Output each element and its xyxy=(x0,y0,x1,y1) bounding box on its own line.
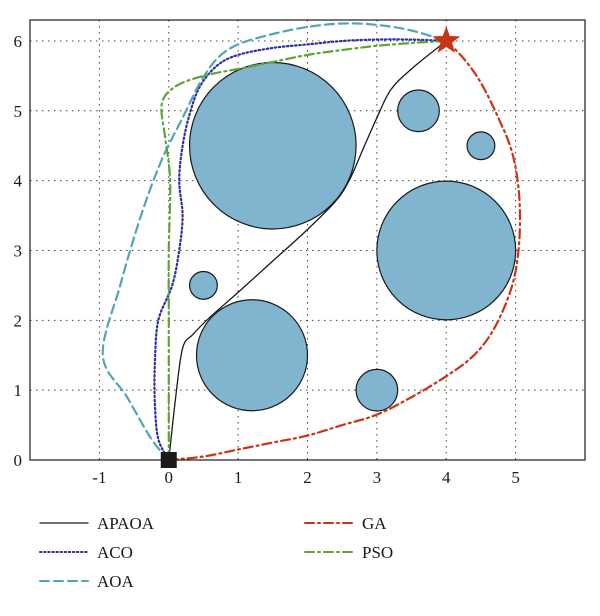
markers-group xyxy=(160,26,461,468)
legend: APAOA ACO AOA GA PSO xyxy=(39,514,393,591)
obstacle-circle-2 xyxy=(397,89,440,133)
paths-group xyxy=(101,22,522,460)
x-tick-label-4: 3 xyxy=(373,468,382,487)
obstacle-circle-5 xyxy=(188,270,218,300)
legend-label-ga: GA xyxy=(362,514,387,533)
y-tick-label-3: 3 xyxy=(14,241,23,260)
legend-label-pso: PSO xyxy=(362,543,393,562)
goal-star-marker xyxy=(432,26,461,53)
obstacle-circle-6 xyxy=(195,299,309,412)
path-line-ga xyxy=(167,39,522,460)
legend-label-aoa: AOA xyxy=(97,572,135,591)
path-line-aoa xyxy=(101,22,448,460)
y-tick-label-4: 4 xyxy=(14,172,23,191)
obstacle-circle-4 xyxy=(376,180,517,321)
y-tick-label-6: 6 xyxy=(14,32,23,51)
y-tick-label-1: 1 xyxy=(14,381,23,400)
obstacles-group xyxy=(188,61,517,412)
start-square-marker xyxy=(160,452,177,468)
x-tick-label-1: 0 xyxy=(165,468,174,487)
plot-frame xyxy=(29,19,586,461)
path-line-aco xyxy=(153,38,448,460)
y-tick-label-2: 2 xyxy=(14,311,23,330)
x-tick-label-5: 4 xyxy=(442,468,451,487)
path-line-apaoa xyxy=(168,40,447,460)
y-tick-label-5: 5 xyxy=(14,102,23,121)
obstacle-circle-7 xyxy=(355,368,399,412)
obstacle-circle-1 xyxy=(188,61,357,230)
x-tick-label-2: 1 xyxy=(234,468,243,487)
x-tick-label-0: -1 xyxy=(92,468,106,487)
x-tick-label-3: 2 xyxy=(303,468,312,487)
legend-label-aco: ACO xyxy=(97,543,133,562)
tick-labels: -1 0 1 2 3 4 5 0 1 2 3 4 5 6 xyxy=(14,32,520,487)
path-line-pso xyxy=(160,39,448,460)
x-tick-label-6: 5 xyxy=(511,468,520,487)
legend-label-apaoa: APAOA xyxy=(97,514,155,533)
y-tick-label-0: 0 xyxy=(14,451,23,470)
obstacle-circle-3 xyxy=(466,131,496,161)
